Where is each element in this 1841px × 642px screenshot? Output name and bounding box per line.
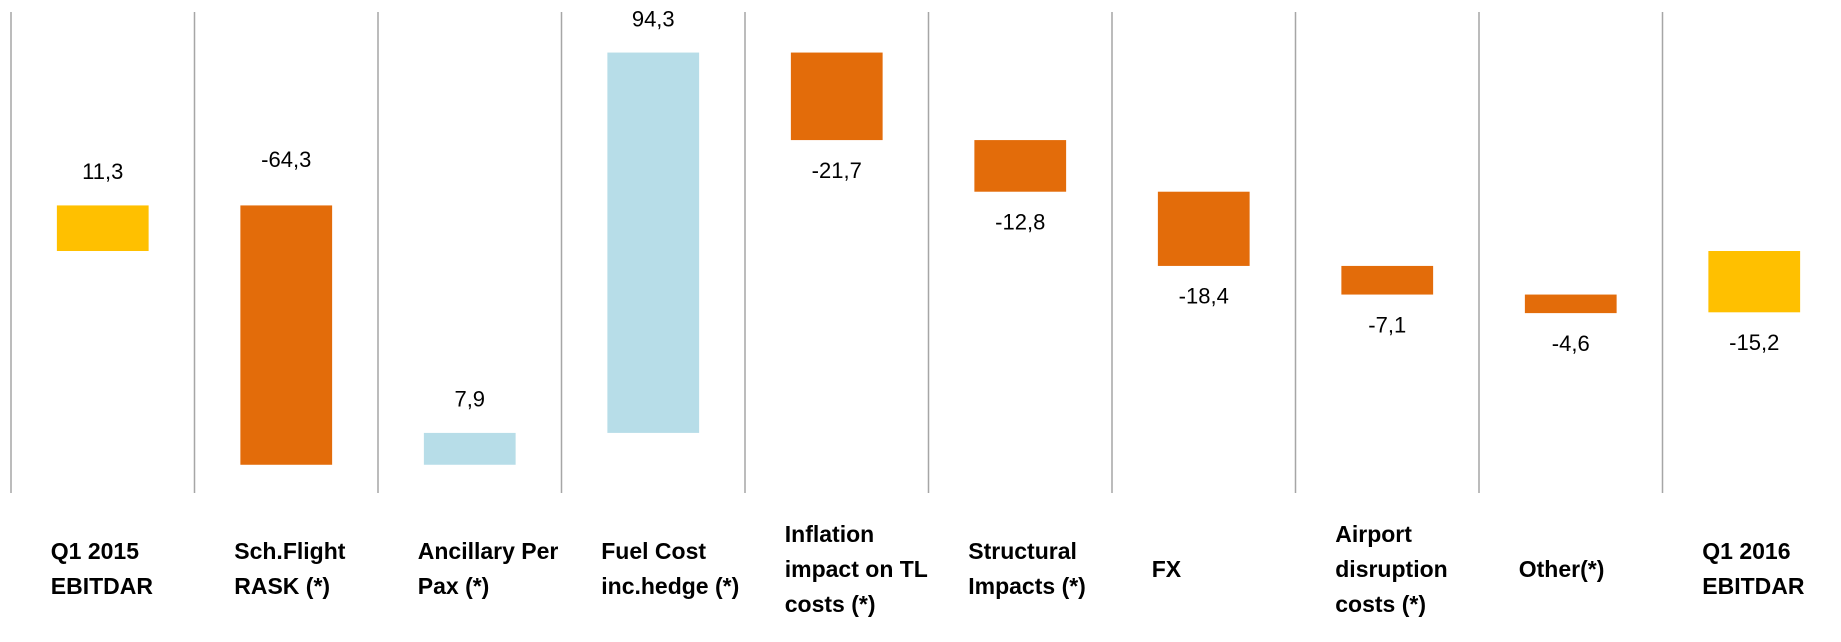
category-text: Other(*) — [1518, 555, 1605, 582]
value-label: -21,7 — [812, 158, 862, 183]
category-label: Ancillary Per Pax (*) — [418, 499, 568, 639]
value-label: 94,3 — [632, 6, 675, 31]
bar — [56, 205, 149, 251]
bar — [1524, 294, 1617, 314]
category-text: Inflation impact on TL costs (*) — [784, 520, 928, 617]
category-text: Q1 2016 EBITDAR — [1702, 538, 1805, 599]
value-label: -15,2 — [1729, 330, 1779, 355]
category-label: Inflation impact on TL costs (*) — [785, 499, 935, 639]
value-label: -4,6 — [1552, 331, 1590, 356]
category-label: Sch.Flight RASK (*) — [234, 499, 384, 639]
value-label: -7,1 — [1368, 312, 1406, 337]
bar — [607, 52, 700, 433]
bar — [1157, 191, 1250, 266]
category-text: Structural Impacts (*) — [968, 538, 1086, 599]
category-label: Structural Impacts (*) — [968, 499, 1118, 639]
value-label: 7,9 — [454, 387, 485, 412]
category-label: FX — [1152, 499, 1302, 639]
category-label: Other(*) — [1519, 499, 1669, 639]
category-text: Airport disruption costs (*) — [1335, 520, 1448, 617]
category-text: Fuel Cost inc.hedge (*) — [601, 538, 740, 599]
category-text: Sch.Flight RASK (*) — [234, 538, 346, 599]
bar — [423, 432, 516, 465]
bar — [1341, 265, 1434, 295]
category-label: Fuel Cost inc.hedge (*) — [601, 499, 751, 639]
bar — [1708, 251, 1801, 313]
category-label: Q1 2016 EBITDAR — [1702, 499, 1841, 639]
category-text: Ancillary Per Pax (*) — [417, 538, 559, 599]
value-label: -12,8 — [995, 210, 1045, 235]
value-label: -18,4 — [1179, 284, 1229, 309]
bar — [240, 205, 333, 465]
bar — [790, 52, 883, 141]
category-label: Q1 2015 EBITDAR — [51, 499, 201, 639]
value-label: 11,3 — [82, 159, 123, 184]
bar — [974, 140, 1067, 192]
category-text: Q1 2015 EBITDAR — [50, 538, 153, 599]
category-text: FX — [1151, 555, 1182, 582]
value-label: -64,3 — [261, 147, 311, 172]
category-label: Airport disruption costs (*) — [1335, 499, 1485, 639]
